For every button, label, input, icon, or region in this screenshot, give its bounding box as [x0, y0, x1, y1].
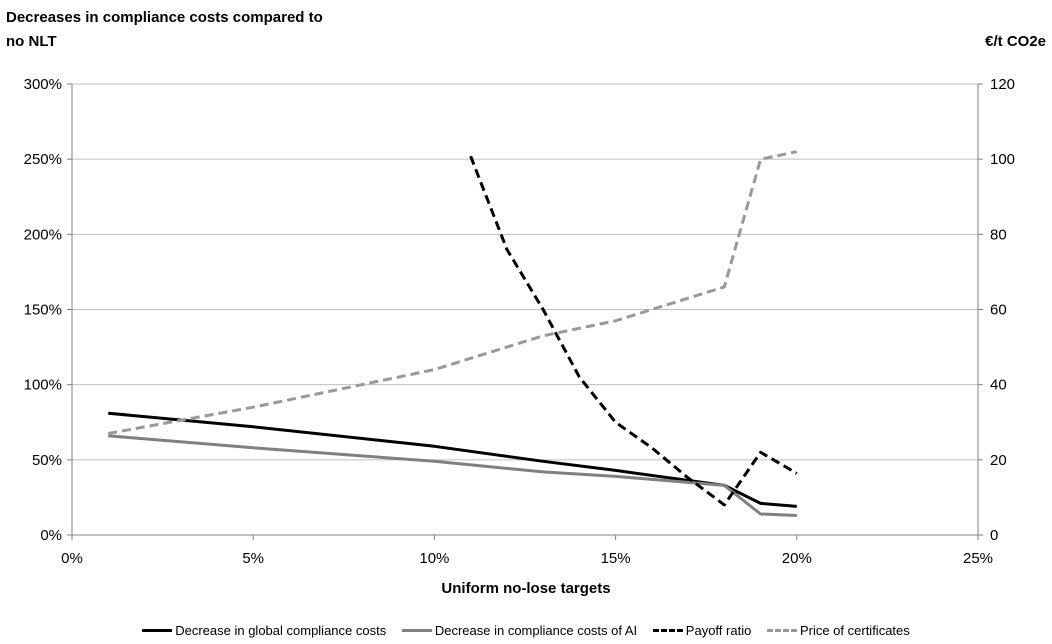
legend-label-price: Price of certificates: [799, 623, 910, 638]
left-axis-title: Decreases in compliance costs compared t…: [6, 9, 323, 50]
series-line-4: [107, 150, 798, 435]
series-line-3: [469, 155, 798, 507]
legend-label-global: Decrease in global compliance costs: [175, 623, 387, 638]
y-left-tick-label: 300%: [24, 76, 62, 93]
y-right-tick-label: 0: [990, 527, 998, 544]
legend-item-price: Price of certificates: [766, 623, 910, 638]
y-right-tick-label: 20: [990, 452, 1007, 469]
y-right-tick-label: 120: [990, 76, 1015, 93]
x-tick-label: 25%: [963, 550, 993, 567]
legend-item-global: Decrease in global compliance costs: [142, 623, 386, 638]
y-left-tick-label: 200%: [24, 226, 62, 243]
x-tick-label: 15%: [601, 550, 631, 567]
legend-item-ai: Decrease in compliance costs of AI: [401, 623, 638, 638]
y-right-tick-label: 100: [990, 151, 1015, 168]
legend-label-payoff: Payoff ratio: [685, 623, 752, 638]
x-tick-label: 0%: [61, 550, 83, 567]
y-left-tick-label: 150%: [24, 302, 62, 319]
legend-swatch-payoff: [652, 629, 683, 632]
y-left-tick-label: 50%: [32, 452, 62, 469]
x-tick-label: 5%: [242, 550, 264, 567]
legend-swatch-price: [766, 629, 797, 632]
y-right-tick-label: 60: [990, 302, 1007, 319]
right-axis-title: €/t CO2e: [985, 33, 1046, 50]
y-right-tick-label: 40: [990, 377, 1007, 394]
legend-label-ai: Decrease in compliance costs of AI: [434, 623, 638, 638]
line-chart: 0% 50% 100% 150% 200% 250% 300% 0 20 40 60 80 100 120…: [24, 76, 1015, 567]
legend: Decrease in global compliance costs Decr…: [0, 620, 1052, 638]
legend-item-payoff: Payoff ratio: [652, 623, 752, 638]
x-axis-title: Uniform no-lose targets: [441, 580, 611, 597]
legend-swatch-ai: [401, 629, 432, 632]
x-tick-label: 20%: [782, 550, 812, 567]
x-tick-label: 10%: [419, 550, 449, 567]
y-left-tick-label: 250%: [24, 151, 62, 168]
series-line-2: [108, 434, 797, 517]
y-right-tick-label: 80: [990, 226, 1007, 243]
y-left-tick-label: 100%: [24, 377, 62, 394]
y-left-tick-label: 0%: [40, 527, 62, 544]
legend-swatch-global: [142, 629, 173, 632]
series-line-1: [108, 411, 797, 508]
